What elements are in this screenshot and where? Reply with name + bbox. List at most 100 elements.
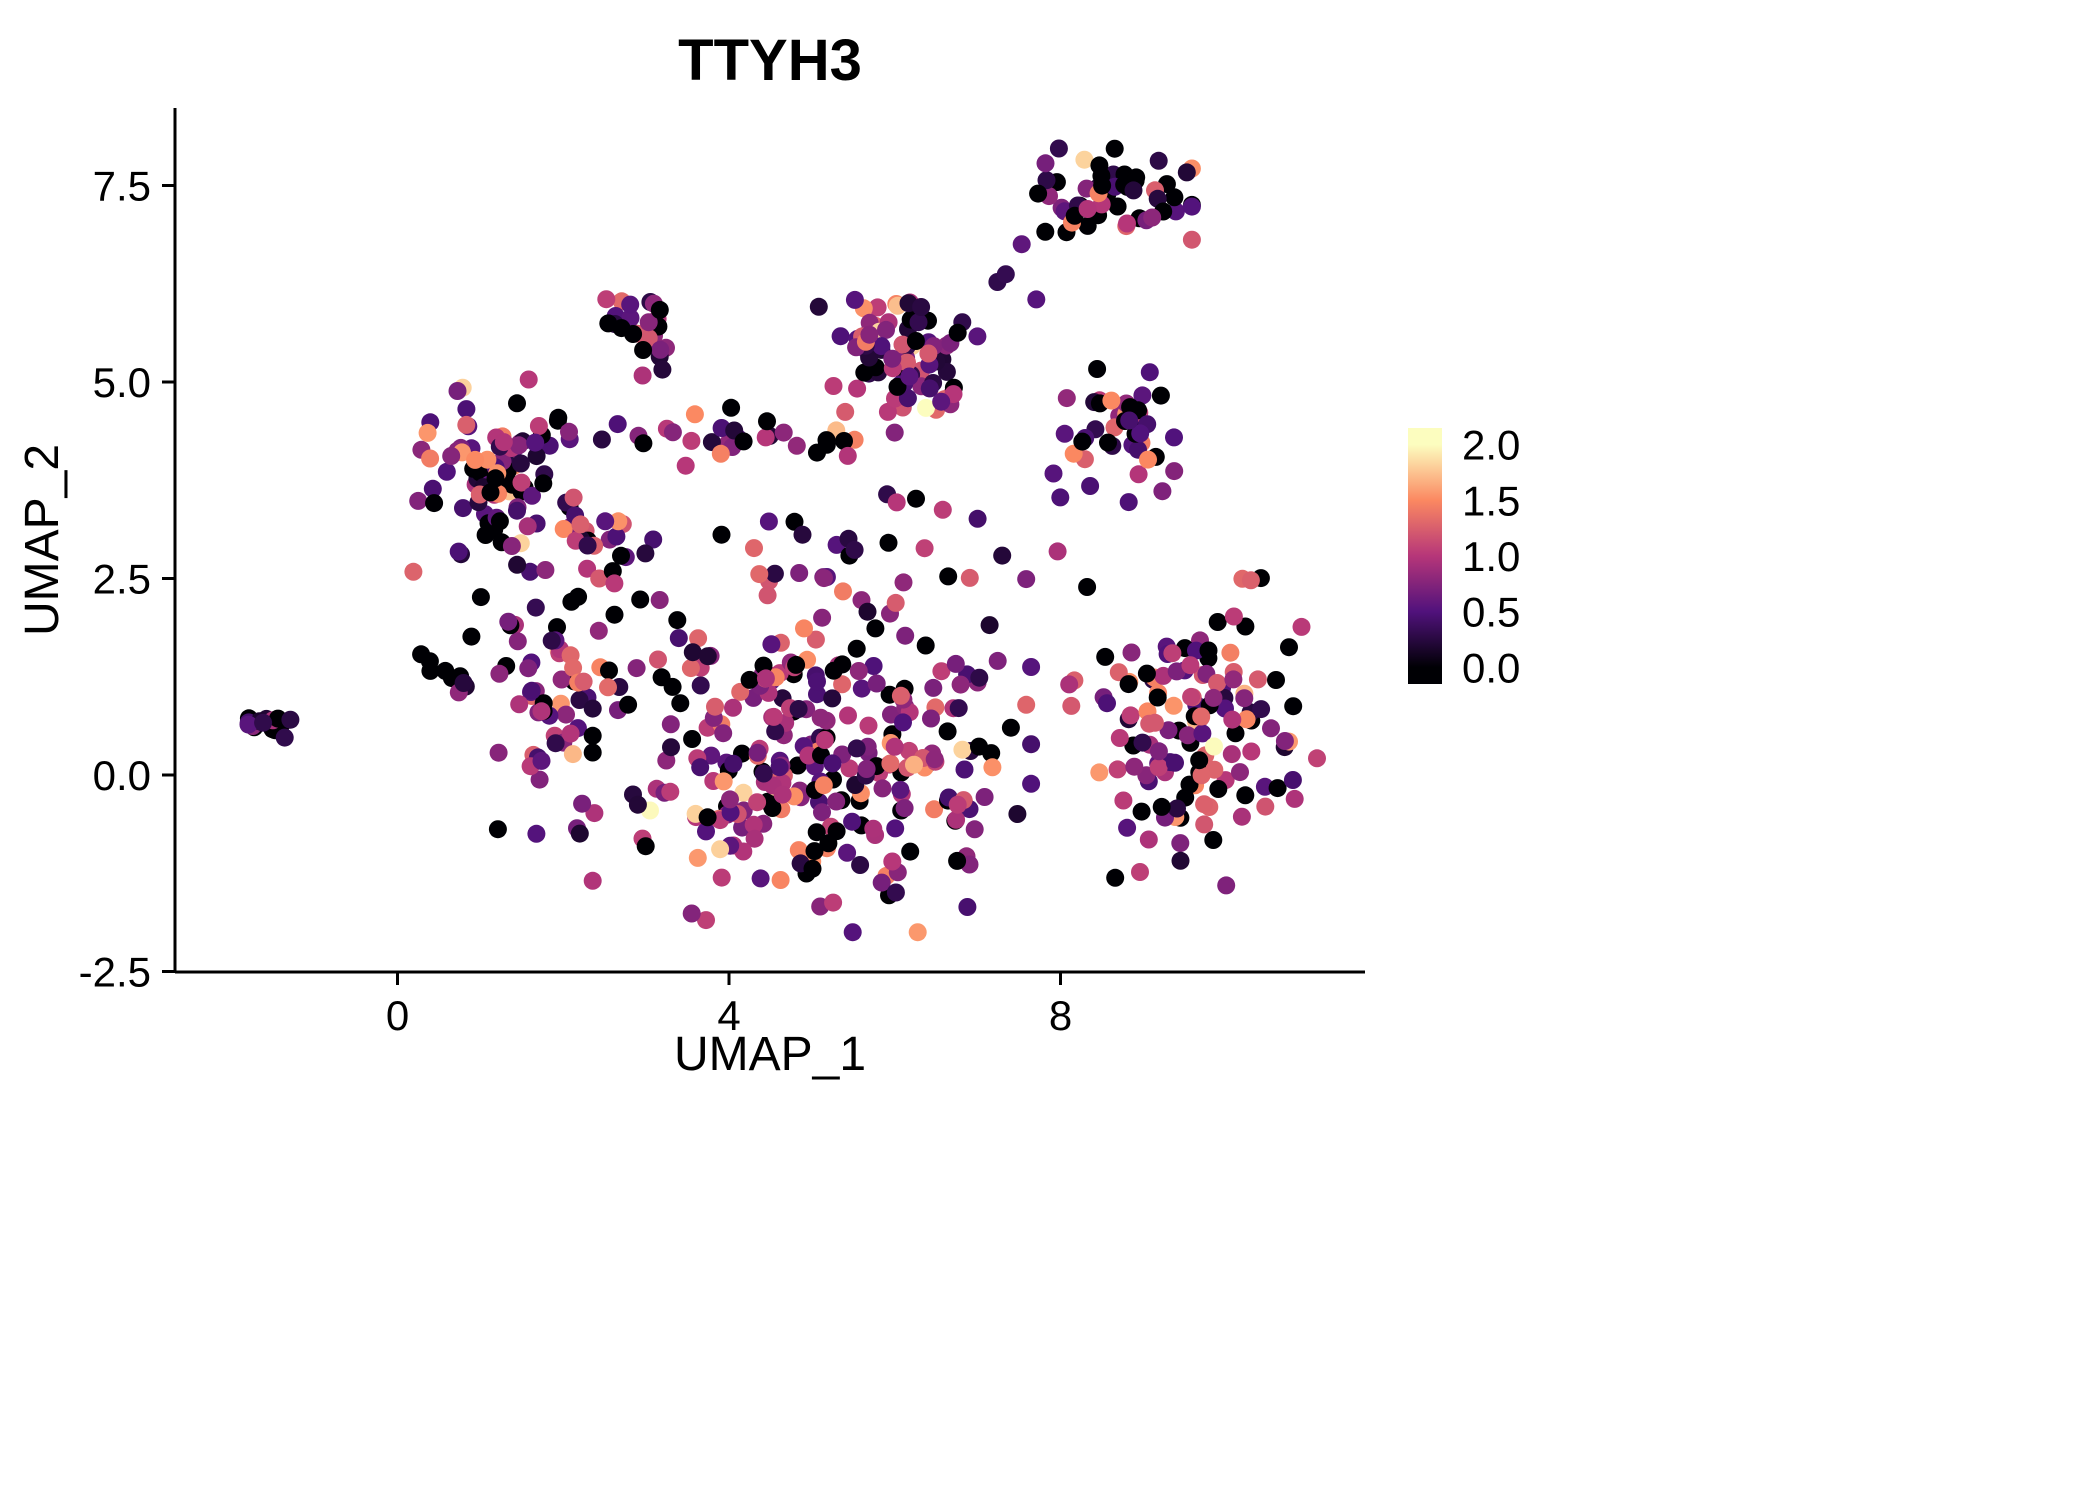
data-point xyxy=(1139,830,1158,849)
data-point xyxy=(1235,689,1254,708)
data-point xyxy=(1205,737,1223,756)
data-point xyxy=(526,598,545,617)
data-point xyxy=(948,795,967,814)
data-point xyxy=(925,750,944,769)
data-point xyxy=(1167,662,1186,681)
data-point xyxy=(857,760,876,778)
data-point xyxy=(771,871,790,889)
data-point xyxy=(1060,675,1079,694)
data-point xyxy=(1027,290,1046,309)
data-point xyxy=(502,537,521,555)
data-point xyxy=(1164,696,1183,715)
data-point xyxy=(916,636,935,655)
data-point xyxy=(838,446,857,465)
data-point xyxy=(683,730,702,748)
data-point xyxy=(1037,171,1056,190)
data-point xyxy=(549,408,568,427)
data-point xyxy=(1096,647,1115,666)
data-point xyxy=(809,297,828,316)
data-point xyxy=(807,823,826,842)
data-point xyxy=(634,434,653,453)
data-point xyxy=(239,715,258,734)
data-point xyxy=(600,661,618,680)
data-point xyxy=(597,290,616,309)
data-point xyxy=(847,639,866,658)
data-point xyxy=(722,398,741,417)
data-point xyxy=(898,353,916,372)
data-point xyxy=(488,820,507,839)
data-point xyxy=(425,494,444,513)
data-point xyxy=(712,868,731,887)
data-point xyxy=(824,377,843,395)
data-point xyxy=(1120,411,1139,430)
data-point xyxy=(808,685,826,704)
data-point xyxy=(583,871,602,890)
data-point xyxy=(489,743,508,762)
data-point xyxy=(872,337,891,356)
data-point xyxy=(1177,163,1196,182)
data-point xyxy=(766,722,785,741)
data-point xyxy=(1022,774,1041,793)
data-point xyxy=(1137,664,1156,683)
colorbar-gradient xyxy=(1408,428,1442,684)
data-point xyxy=(649,650,667,669)
data-point xyxy=(1275,732,1294,750)
data-point xyxy=(1102,391,1121,410)
data-point xyxy=(851,856,870,874)
scatter-points xyxy=(239,139,1326,942)
data-point xyxy=(975,788,994,806)
data-point xyxy=(508,394,526,413)
data-point xyxy=(764,707,783,726)
data-point xyxy=(628,795,647,814)
data-point xyxy=(466,450,485,469)
data-point xyxy=(774,423,793,442)
data-point xyxy=(908,923,927,942)
data-point xyxy=(508,555,527,574)
data-point xyxy=(831,327,850,346)
data-point xyxy=(1125,757,1144,776)
data-point xyxy=(1051,488,1070,507)
data-point xyxy=(859,716,878,735)
data-point xyxy=(1232,807,1251,826)
data-point xyxy=(530,770,549,789)
data-point xyxy=(573,794,592,813)
data-point xyxy=(886,883,905,902)
data-point xyxy=(756,428,775,447)
data-point xyxy=(877,320,895,339)
data-point xyxy=(714,772,733,791)
data-point xyxy=(698,808,717,827)
data-point xyxy=(1204,688,1223,707)
data-point xyxy=(682,431,701,450)
data-point xyxy=(750,565,769,584)
data-point xyxy=(932,392,951,411)
data-point xyxy=(793,525,812,544)
data-point xyxy=(527,447,546,466)
data-point xyxy=(671,694,690,713)
data-point xyxy=(449,542,468,561)
data-point xyxy=(627,659,646,678)
data-point xyxy=(711,840,730,859)
data-point xyxy=(1121,398,1140,417)
data-point xyxy=(852,679,871,698)
data-point xyxy=(644,530,663,549)
data-point xyxy=(895,799,914,818)
data-point xyxy=(795,619,813,638)
data-point xyxy=(840,759,859,778)
data-point xyxy=(751,869,770,888)
data-point xyxy=(490,512,509,531)
data-point xyxy=(652,668,671,687)
data-point xyxy=(583,743,602,762)
data-point xyxy=(860,325,879,344)
data-point xyxy=(970,737,988,756)
data-point xyxy=(471,588,490,607)
data-point xyxy=(448,382,467,400)
data-point xyxy=(864,657,883,675)
data-point xyxy=(960,568,979,587)
data-point xyxy=(912,298,931,316)
data-point xyxy=(612,319,631,338)
data-point xyxy=(996,265,1015,284)
data-point xyxy=(518,517,537,536)
data-point xyxy=(1195,815,1214,834)
data-point xyxy=(1119,493,1138,512)
